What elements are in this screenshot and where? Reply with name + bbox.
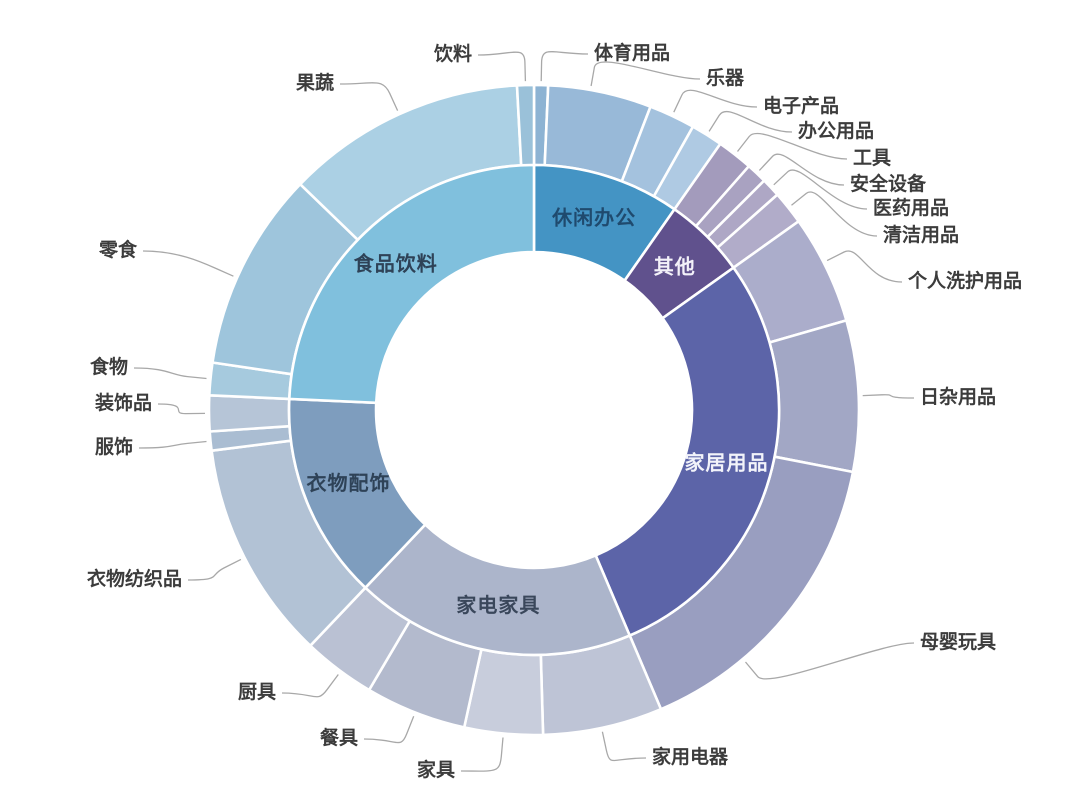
leader-line-office-supplies (708, 110, 793, 133)
leader-line-clothing-textiles (187, 558, 242, 581)
inner-label-food-beverage: 食品饮料 (354, 252, 438, 276)
outer-label-sports-goods: 体育用品 (594, 41, 670, 64)
leader-line-electronics (673, 89, 758, 113)
outer-label-safety-equipment: 安全设备 (850, 172, 927, 195)
outer-label-daily-sundries: 日杂用品 (920, 386, 996, 408)
leader-line-daily-sundries (862, 394, 915, 399)
outer-label-medical-supplies: 医药用品 (873, 196, 949, 219)
leader-line-beverages (477, 51, 527, 82)
leader-line-tools (736, 132, 848, 160)
inner-label-other: 其他 (654, 254, 696, 278)
outer-label-mother-baby-toys: 母婴玩具 (920, 631, 996, 653)
leader-line-furniture (460, 737, 504, 772)
outer-label-apparel: 服饰 (95, 435, 133, 458)
outer-label-electronics: 电子产品 (763, 94, 839, 117)
outer-label-home-appliances: 家用电器 (652, 745, 729, 768)
inner-label-clothing-accessories: 衣物配饰 (307, 471, 391, 495)
leader-line-mother-baby-toys (745, 642, 915, 680)
leader-line-personal-care (826, 250, 903, 283)
leader-line-apparel (138, 440, 207, 449)
leader-line-food (133, 367, 207, 380)
inner-slice-home-goods[interactable] (594, 266, 781, 637)
outer-label-cleaning-supplies: 清洁用品 (883, 223, 959, 246)
leader-line-fruits-vegetables (339, 82, 399, 111)
outer-label-food: 食物 (90, 355, 128, 378)
outer-label-tableware: 餐具 (320, 726, 358, 749)
outer-label-office-supplies: 办公用品 (798, 119, 874, 142)
outer-slice-decorations[interactable] (207, 394, 291, 433)
inner-label-appliances-furniture: 家电家具 (456, 593, 540, 617)
outer-label-clothing-textiles: 衣物纺织品 (87, 567, 182, 590)
leader-line-home-appliances (601, 731, 647, 762)
outer-label-decorations: 装饰品 (94, 391, 152, 414)
leader-line-safety-equipment (758, 153, 845, 186)
outer-slice-daily-sundries[interactable] (768, 319, 861, 474)
outer-label-tools: 工具 (853, 147, 891, 169)
leader-line-decorations (157, 403, 206, 415)
leader-line-medical-supplies (773, 169, 868, 210)
outer-label-fruits-vegetables: 果蔬 (295, 71, 334, 94)
leader-line-kitchenware (281, 674, 339, 698)
outer-label-beverages: 饮料 (433, 42, 472, 65)
outer-label-musical-instruments: 乐器 (706, 67, 745, 89)
inner-label-leisure-office: 休闲办公 (551, 206, 636, 230)
outer-label-personal-care: 个人洗护用品 (907, 269, 1022, 292)
inner-label-home-goods: 家居用品 (685, 451, 769, 475)
leader-line-tableware (363, 715, 415, 744)
leader-line-musical-instruments (590, 61, 701, 87)
inner-slice-food-beverage[interactable] (288, 163, 536, 405)
outer-slice-beverages[interactable] (515, 83, 536, 167)
leader-line-sports-goods (540, 51, 589, 82)
outer-label-kitchenware: 厨具 (238, 681, 276, 703)
leader-line-cleaning-supplies (791, 191, 878, 237)
outer-label-snacks: 零食 (98, 238, 138, 261)
outer-label-furniture: 家具 (417, 758, 455, 781)
leader-line-snacks (142, 250, 234, 277)
